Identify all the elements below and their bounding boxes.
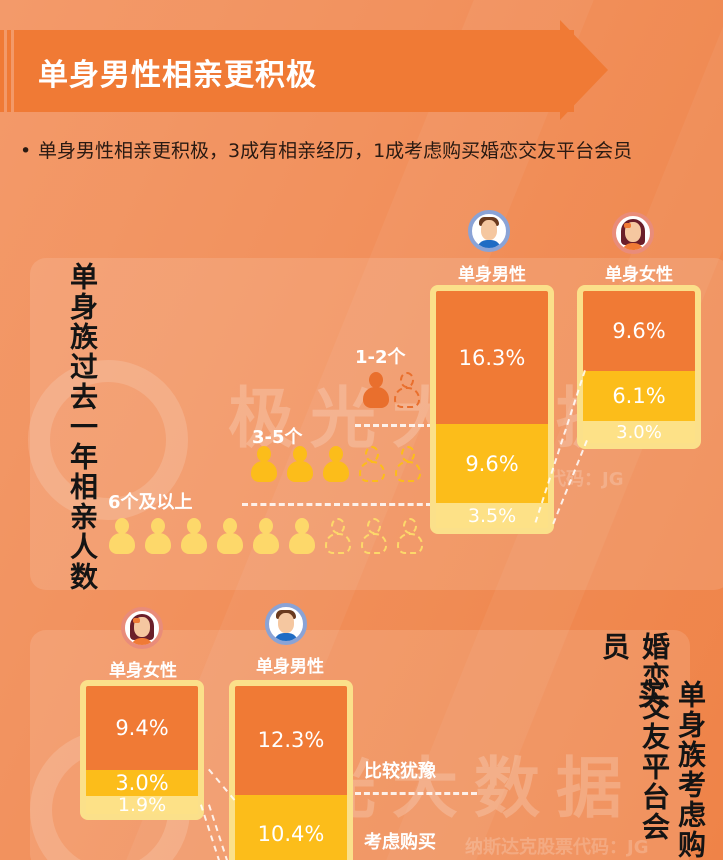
banner-strip: [0, 30, 4, 112]
divider-dashed-line: [242, 503, 432, 506]
person-icon-outline: [324, 518, 352, 554]
segment-1-2: 9.6%: [583, 291, 695, 371]
segment-hesitant: 12.3%: [235, 686, 347, 795]
banner-arrow-shape: [560, 20, 608, 120]
person-icon-filled: [144, 518, 172, 554]
male-label: 单身男性: [256, 657, 324, 677]
level-label-consider: 考虑购买: [364, 832, 436, 853]
section1-vertical-title: 单身族过去一年相亲人数: [66, 262, 99, 592]
female-label: 单身女性: [109, 661, 177, 681]
male-avatar-icon: [265, 603, 307, 645]
person-icon-filled: [288, 518, 316, 554]
segment-consider: 3.0%: [86, 770, 198, 796]
male-label: 单身男性: [458, 265, 526, 285]
person-icon-outline: [360, 518, 388, 554]
female-stacked-bar: 9.4% 3.0% 1.9%: [80, 680, 204, 820]
level-label-1-2: 1-2个: [355, 347, 406, 368]
segment-3-5: 6.1%: [583, 371, 695, 421]
person-icon-filled: [286, 446, 314, 482]
section2-vertical-title-col2: 婚恋交友平台会员: [598, 632, 671, 842]
page-title: 单身男性相亲更积极: [38, 58, 317, 93]
person-icon-outline: [358, 446, 386, 482]
person-icon-filled: [322, 446, 350, 482]
female-avatar-icon: [121, 607, 163, 649]
banner-strip: [7, 30, 11, 112]
person-icon-filled: [362, 372, 390, 408]
male-avatar-icon: [468, 210, 510, 252]
bullet-icon: •: [20, 140, 32, 162]
segment-6-plus: 3.0%: [583, 421, 695, 443]
person-icon-filled: [250, 446, 278, 482]
level-label-6-plus: 6个及以上: [108, 492, 193, 513]
person-icon-filled: [180, 518, 208, 554]
male-stacked-bar: 16.3% 9.6% 3.5%: [430, 285, 554, 534]
segment-hesitant: 9.4%: [86, 686, 198, 770]
female-avatar-icon: [612, 212, 654, 254]
divider-dashed-line: [355, 792, 477, 795]
segment-6-plus: 3.5%: [436, 503, 548, 528]
section2-vertical-title-col1: 单身族考虑购买: [634, 680, 707, 860]
summary-text-content: 单身男性相亲更积极，3成有相亲经历，1成考虑购买婚恋交友平台会员: [38, 140, 633, 162]
male-stacked-bar: 12.3% 10.4%: [229, 680, 353, 860]
person-icon-filled: [216, 518, 244, 554]
person-icon-filled: [108, 518, 136, 554]
level-label-hesitant: 比较犹豫: [364, 761, 436, 782]
female-stacked-bar: 9.6% 6.1% 3.0%: [577, 285, 701, 449]
person-icon-outline: [396, 518, 424, 554]
title-banner: [14, 30, 574, 112]
female-label: 单身女性: [605, 265, 673, 285]
segment-consider: 10.4%: [235, 794, 347, 860]
divider-dashed-line: [355, 424, 433, 427]
segment-1-2: 16.3%: [436, 291, 548, 424]
person-icon-outline: [394, 446, 422, 482]
person-icon-outline: [393, 372, 421, 408]
segment-3-5: 9.6%: [436, 424, 548, 503]
segment-third: 1.9%: [86, 794, 198, 814]
level-label-3-5: 3-5个: [252, 427, 303, 448]
person-icon-filled: [252, 518, 280, 554]
summary-text: • 单身男性相亲更积极，3成有相亲经历，1成考虑购买婚恋交友平台会员: [18, 138, 688, 164]
